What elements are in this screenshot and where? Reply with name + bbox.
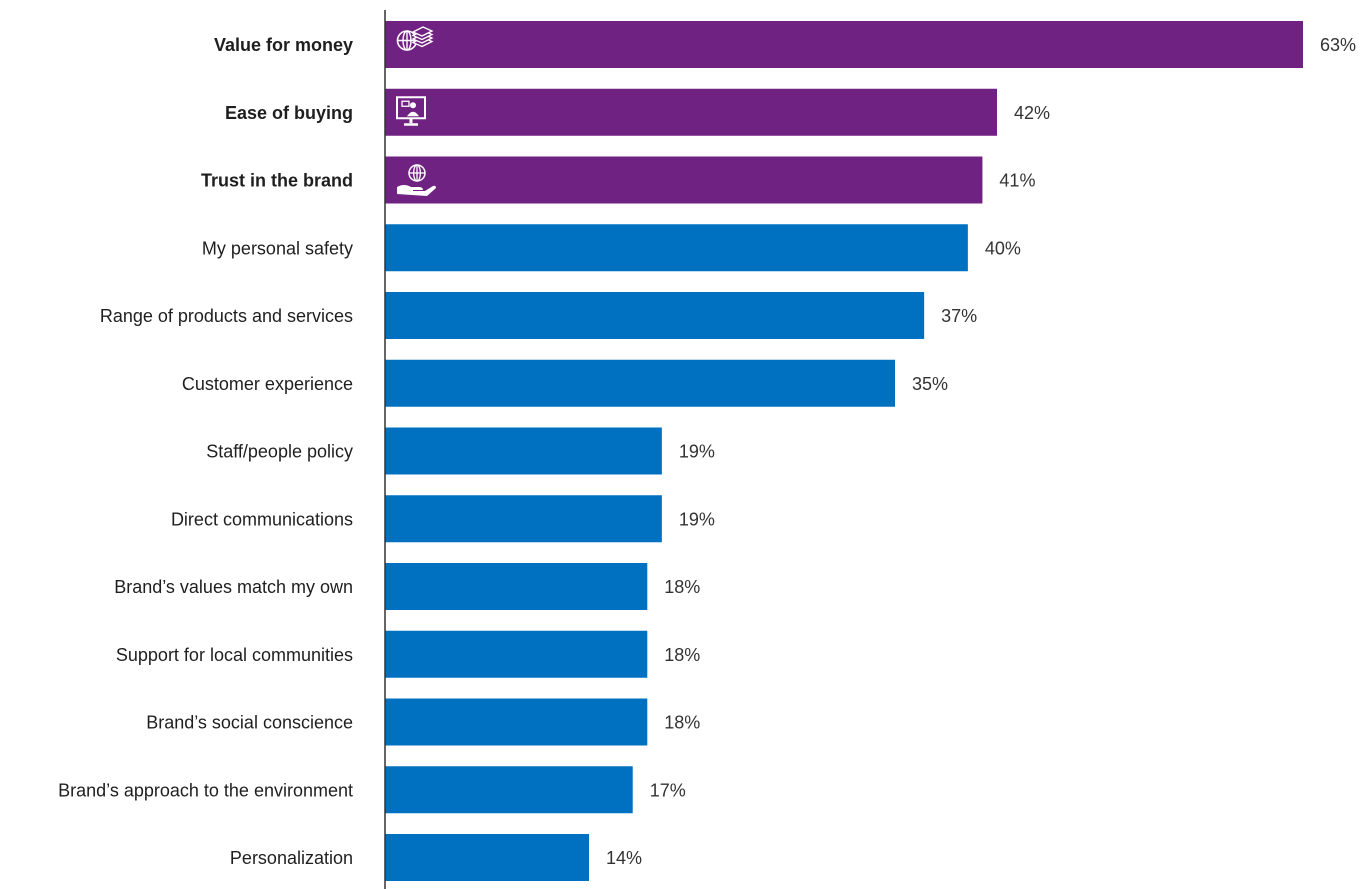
category-label-ease-of-buying: Ease of buying — [225, 103, 353, 123]
category-label-range-of-products-and-services: Range of products and services — [100, 306, 353, 326]
category-labels-group: Value for money Ease of buying Trust in th… — [58, 35, 353, 868]
globe-money-icon — [396, 26, 434, 51]
bar-support-for-local-communities — [385, 630, 648, 678]
category-label-direct-communications: Direct communications — [171, 509, 353, 529]
category-label-customer-experience: Customer experience — [182, 374, 353, 394]
bar-my-personal-safety — [385, 224, 968, 272]
value-label-personalization: 14% — [606, 848, 642, 868]
value-label-value-for-money: 63% — [1320, 35, 1356, 55]
bar-trust-in-the-brand — [385, 156, 983, 204]
value-label-support-for-local-communities: 18% — [664, 645, 700, 665]
bar-brand-s-approach-to-the-environment — [385, 766, 633, 814]
value-labels-group: 63% 42% 41% 40% 37% 35% 19% 19% 18% 18% 18% 17% 14% — [606, 35, 1356, 868]
value-label-staff-people-policy: 19% — [679, 442, 715, 462]
category-label-value-for-money: Value for money — [214, 35, 353, 55]
bar-staff-people-policy — [385, 427, 662, 475]
value-label-brand-s-values-match-my-own: 18% — [664, 577, 700, 597]
category-label-personalization: Personalization — [230, 848, 353, 868]
category-label-brand-s-social-conscience: Brand’s social conscience — [146, 713, 353, 733]
bar-icons-group — [396, 26, 436, 196]
bar-brand-s-values-match-my-own — [385, 563, 648, 610]
monitor-presenter-icon — [396, 96, 426, 126]
category-label-brand-s-values-match-my-own: Brand’s values match my own — [114, 577, 353, 597]
value-label-customer-experience: 35% — [912, 374, 948, 394]
bar-direct-communications — [385, 495, 662, 543]
category-label-support-for-local-communities: Support for local communities — [116, 645, 353, 665]
value-label-ease-of-buying: 42% — [1014, 103, 1050, 123]
category-label-trust-in-the-brand: Trust in the brand — [201, 171, 353, 191]
category-label-my-personal-safety: My personal safety — [202, 238, 353, 258]
hand-globe-icon — [397, 164, 436, 196]
value-label-trust-in-the-brand: 41% — [999, 171, 1035, 191]
bar-ease-of-buying — [385, 88, 997, 136]
bar-value-for-money — [385, 21, 1303, 68]
bar-personalization — [385, 834, 589, 881]
bars-group — [385, 21, 1303, 881]
bar-brand-s-social-conscience — [385, 698, 648, 746]
bar-customer-experience — [385, 359, 895, 407]
category-label-staff-people-policy: Staff/people policy — [206, 442, 353, 462]
bar-range-of-products-and-services — [385, 292, 925, 339]
value-label-brand-s-approach-to-the-environment: 17% — [650, 780, 686, 800]
value-label-range-of-products-and-services: 37% — [941, 306, 977, 326]
category-label-brand-s-approach-to-the-environment: Brand’s approach to the environment — [58, 780, 353, 800]
value-label-direct-communications: 19% — [679, 509, 715, 529]
value-label-brand-s-social-conscience: 18% — [664, 713, 700, 733]
value-label-my-personal-safety: 40% — [985, 238, 1021, 258]
